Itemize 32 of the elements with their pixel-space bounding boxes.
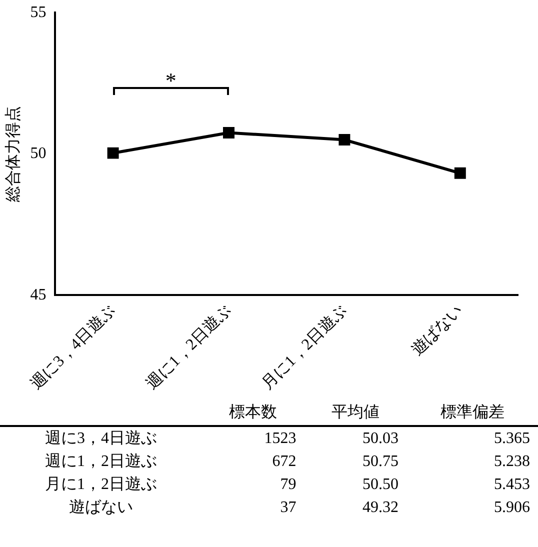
point (107, 147, 119, 159)
text: 標本数 (228, 402, 278, 423)
x-tick-label: 月に1，2日遊ぶ (259, 302, 350, 394)
category-label: 週に3，4日遊ぶ (44, 429, 158, 449)
category-label: 遊ばない (68, 498, 134, 518)
y-tick-label: 50 (30, 145, 46, 162)
x-tick-label: 遊ばない (408, 302, 466, 360)
data-label: 79 (279, 474, 298, 494)
point (223, 126, 234, 138)
point (454, 167, 466, 179)
category-label: 月に1，2日遊ぶ (44, 475, 158, 495)
y-tick-label: 45 (30, 286, 46, 304)
data-label: 50.50 (362, 474, 400, 494)
data-label: 5.238 (493, 452, 531, 472)
data-label: 672 (271, 452, 298, 472)
data-label: 5.453 (493, 474, 531, 494)
data-label: 49.32 (362, 498, 400, 518)
point (338, 134, 350, 146)
data-label: 5.365 (493, 428, 531, 448)
text: 平均値 (330, 403, 380, 423)
annotation: * (164, 68, 178, 94)
y-axis-title: 総合体力得点 (4, 106, 22, 203)
data-label: 50.75 (362, 452, 400, 472)
data-label: 5.906 (493, 498, 531, 518)
text: 標準偏差 (439, 403, 506, 423)
y-tick-label: 55 (30, 4, 46, 21)
category-label: 週に1，2日遊ぶ (44, 452, 158, 472)
data-label: 37 (279, 498, 298, 518)
x-tick-label: 週に3，4日遊ぶ (28, 302, 119, 394)
data-label: 1523 (263, 428, 298, 448)
x-tick-label: 週に1，2日遊ぶ (143, 302, 235, 394)
data-label: 50.03 (362, 428, 400, 448)
